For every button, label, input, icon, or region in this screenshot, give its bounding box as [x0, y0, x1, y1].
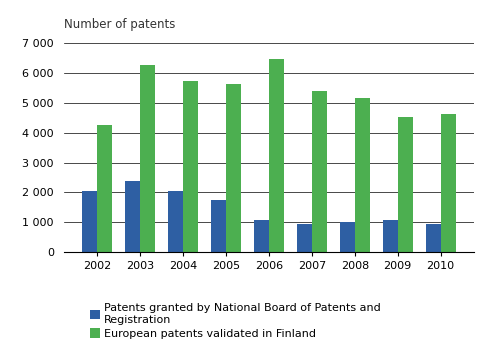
Bar — [268, 59, 284, 252]
Bar — [311, 91, 326, 252]
Text: Number of patents: Number of patents — [63, 18, 175, 31]
Bar — [253, 220, 268, 252]
Bar — [168, 191, 183, 252]
Bar — [183, 81, 198, 252]
Bar — [140, 65, 155, 252]
Bar — [82, 191, 97, 252]
Legend: Patents granted by National Board of Patents and
Registration, European patents : Patents granted by National Board of Pat… — [89, 303, 380, 339]
Bar — [296, 224, 311, 252]
Bar — [125, 181, 140, 252]
Bar — [339, 222, 354, 252]
Bar — [440, 114, 455, 252]
Bar — [397, 117, 412, 252]
Bar — [425, 224, 440, 252]
Bar — [382, 220, 397, 252]
Bar — [211, 201, 225, 252]
Bar — [225, 84, 241, 252]
Bar — [354, 98, 369, 252]
Bar — [97, 125, 112, 252]
